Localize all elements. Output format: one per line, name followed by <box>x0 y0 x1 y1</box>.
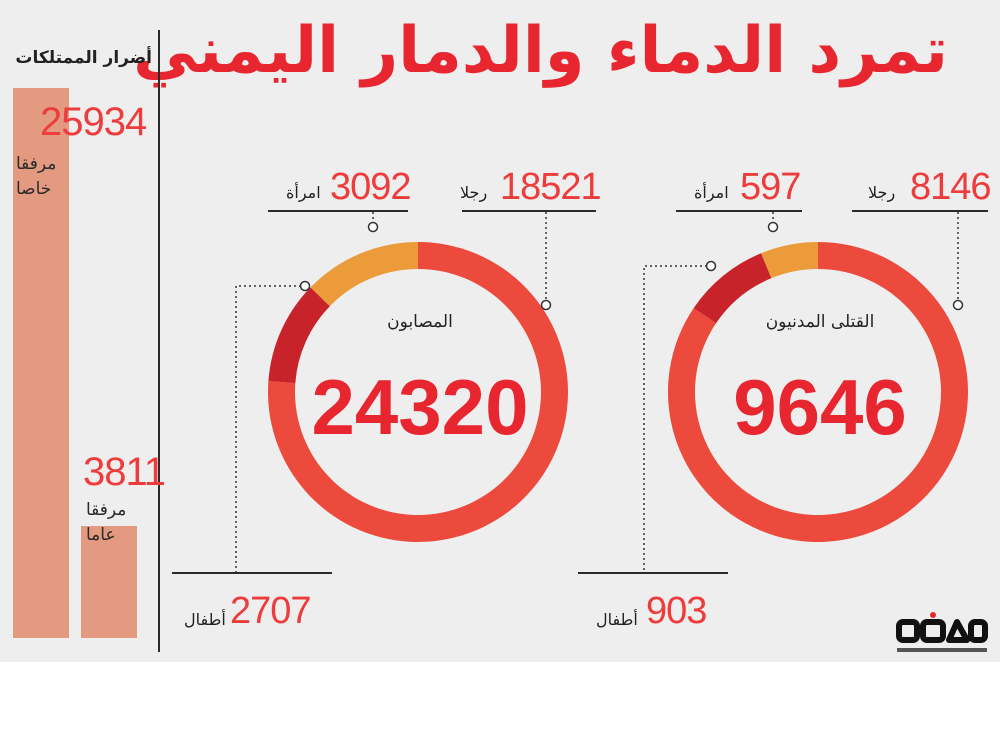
injured-children-value: 2707 <box>230 590 312 632</box>
injured-children-leader <box>235 285 301 572</box>
injured-men-marker <box>540 299 552 311</box>
injured-women-value: 3092 <box>330 166 412 208</box>
injured-women-marker <box>367 221 379 233</box>
killed-donut <box>668 242 969 542</box>
public-facilities-value: 3811 <box>83 450 166 494</box>
killed-total: 9646 <box>733 363 907 451</box>
injured-men-value: 18521 <box>500 166 602 208</box>
injured-center-label: المصابون <box>387 312 453 332</box>
donut-charts <box>235 212 969 572</box>
killed-children-label: أطفال <box>596 610 638 629</box>
main-title: تمرد الدماء والدمار اليمني <box>133 14 949 88</box>
infographic-canvas: تمرد الدماء والدمار اليمني أضرار الممتلك… <box>0 0 1000 662</box>
killed-men-value: 8146 <box>910 166 992 208</box>
public-label-line2: عاما <box>86 525 116 545</box>
injured-women-slice <box>310 242 418 307</box>
killed-children-value: 903 <box>646 590 707 632</box>
killed-men-marker <box>952 299 964 311</box>
injured-men-underline <box>462 210 596 212</box>
injured-total: 24320 <box>311 363 529 451</box>
killed-women-underline <box>676 210 802 212</box>
injured-donut <box>268 242 568 543</box>
private-facilities-bar <box>13 88 69 638</box>
killed-children-marker <box>705 260 717 272</box>
killed-women-label: امرأة <box>694 183 729 202</box>
killed-children-underline <box>578 572 728 574</box>
public-label-line1: مرفقا <box>86 500 127 520</box>
injured-men-label: رجلا <box>460 183 488 202</box>
killed-women-marker <box>767 221 779 233</box>
injured-women-label: امرأة <box>286 183 321 202</box>
killed-center-label: القتلى المدنيون <box>765 312 875 332</box>
injured-women-underline <box>268 210 408 212</box>
public-facilities-label: مرفقا عاما <box>86 498 126 548</box>
public-facilities-bar <box>81 526 137 638</box>
property-damage-title: أضرار الممتلكات <box>15 48 152 68</box>
killed-children-slice <box>693 253 772 324</box>
leader-lines <box>235 212 964 572</box>
injured-children-slice <box>268 287 330 384</box>
injured-children-label: أطفال <box>184 610 226 629</box>
killed-women-value: 597 <box>740 166 801 208</box>
killed-men-underline <box>852 210 988 212</box>
killed-women-slice <box>761 242 818 279</box>
divider-line <box>158 30 160 652</box>
private-label-line2: خاصا <box>16 179 52 199</box>
private-facilities-label: مرفقا خاصا <box>16 152 56 202</box>
private-label-line1: مرفقا <box>16 154 57 174</box>
private-facilities-value: 25934 <box>40 100 147 144</box>
injured-children-underline <box>172 572 332 574</box>
publication-logo <box>896 612 988 652</box>
killed-men-label: رجلا <box>868 183 896 202</box>
killed-children-leader <box>643 265 707 572</box>
injured-children-marker <box>299 280 311 292</box>
